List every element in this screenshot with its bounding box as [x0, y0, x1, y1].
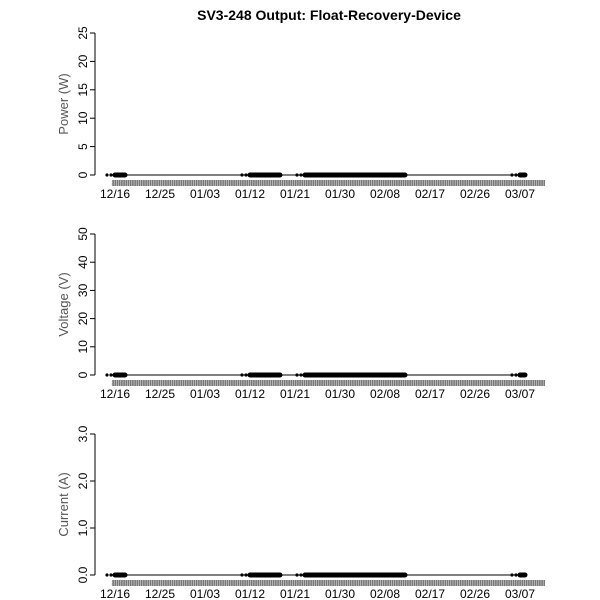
- data-point: [240, 373, 244, 377]
- data-point: [514, 173, 518, 177]
- y-tick-label: 30: [76, 283, 90, 297]
- x-tick-label: 02/26: [460, 387, 490, 401]
- data-point: [109, 173, 113, 177]
- y-axis-label: Current (A): [56, 472, 71, 536]
- x-tick-label: 01/21: [280, 587, 310, 600]
- panel-power: 0 5 10 15 20 25 Power (W) 12/16 12/25 01/03 01/12 0…: [56, 26, 545, 201]
- y-tick-label: 15: [76, 83, 90, 97]
- x-tick-label: 12/25: [145, 587, 175, 600]
- y-tick-label: 0.0: [76, 566, 90, 583]
- data-point: [295, 173, 299, 177]
- x-tick-label: 02/08: [370, 587, 400, 600]
- y-tick-label: 3.0: [76, 425, 90, 442]
- x-tick-label: 12/25: [145, 387, 175, 401]
- day-bar: [112, 580, 545, 586]
- y-tick-label: 10: [76, 111, 90, 125]
- y-tick-label: 50: [76, 227, 90, 241]
- data-point: [299, 173, 303, 177]
- y-tick-label: 2.0: [76, 472, 90, 489]
- y-axis-label: Power (W): [56, 73, 71, 134]
- x-tick-label: 03/07: [505, 387, 535, 401]
- x-tick-label: 01/03: [190, 387, 220, 401]
- x-tick-label: 02/08: [370, 387, 400, 401]
- y-tick-label: 20: [76, 54, 90, 68]
- x-tick-label: 01/21: [280, 187, 310, 201]
- x-tick-label: 01/12: [235, 387, 265, 401]
- x-tick-label: 03/07: [505, 587, 535, 600]
- data-point: [240, 573, 244, 577]
- data-point: [510, 373, 514, 377]
- x-tick-label: 02/17: [415, 587, 445, 600]
- data-point: [105, 573, 109, 577]
- data-point: [105, 173, 109, 177]
- x-tick-label: 01/30: [325, 187, 355, 201]
- x-tick-label: 12/16: [100, 187, 130, 201]
- y-tick-label: 25: [76, 26, 90, 40]
- x-tick-label: 01/12: [235, 187, 265, 201]
- y-axis-label: Voltage (V): [56, 272, 71, 336]
- x-tick-label: 01/12: [235, 587, 265, 600]
- y-tick-label: 10: [76, 340, 90, 354]
- y-tick-label: 1.0: [76, 519, 90, 536]
- data-point: [299, 573, 303, 577]
- x-tick-label: 02/17: [415, 187, 445, 201]
- x-tick-label: 12/16: [100, 387, 130, 401]
- day-bar: [112, 380, 545, 386]
- panel-current: 0.0 1.0 2.0 3.0 Current (A) 12/16 12/25 01/03 01…: [56, 425, 545, 600]
- panel-voltage: 0 10 20 30 40 50 Voltage (V) 12/16 12/25 01/03 01/…: [56, 227, 545, 401]
- x-tick-label: 02/08: [370, 187, 400, 201]
- data-point: [514, 573, 518, 577]
- x-tick-label: 02/17: [415, 387, 445, 401]
- x-tick-label: 02/26: [460, 187, 490, 201]
- x-tick-label: 03/07: [505, 187, 535, 201]
- x-tick-label: 01/21: [280, 387, 310, 401]
- x-tick-label: 12/16: [100, 587, 130, 600]
- x-tick-label: 01/30: [325, 387, 355, 401]
- chart-title: SV3-248 Output: Float-Recovery-Device: [197, 7, 461, 23]
- y-tick-label: 0: [76, 171, 90, 178]
- day-bar: [112, 180, 545, 186]
- x-tick-label: 12/25: [145, 187, 175, 201]
- x-tick-label: 01/03: [190, 587, 220, 600]
- x-tick-label: 01/30: [325, 587, 355, 600]
- data-point: [510, 173, 514, 177]
- data-point: [105, 373, 109, 377]
- data-point: [240, 173, 244, 177]
- x-tick-label: 02/26: [460, 587, 490, 600]
- data-point: [295, 373, 299, 377]
- y-tick-label: 0: [76, 371, 90, 378]
- data-point: [244, 173, 248, 177]
- data-point: [510, 573, 514, 577]
- x-tick-label: 01/03: [190, 187, 220, 201]
- data-point: [109, 373, 113, 377]
- data-point: [295, 573, 299, 577]
- y-tick-label: 40: [76, 255, 90, 269]
- data-point: [109, 573, 113, 577]
- data-point: [244, 373, 248, 377]
- data-point: [299, 373, 303, 377]
- y-tick-label: 20: [76, 312, 90, 326]
- y-tick-label: 5: [76, 143, 90, 150]
- data-point: [514, 373, 518, 377]
- data-point: [244, 573, 248, 577]
